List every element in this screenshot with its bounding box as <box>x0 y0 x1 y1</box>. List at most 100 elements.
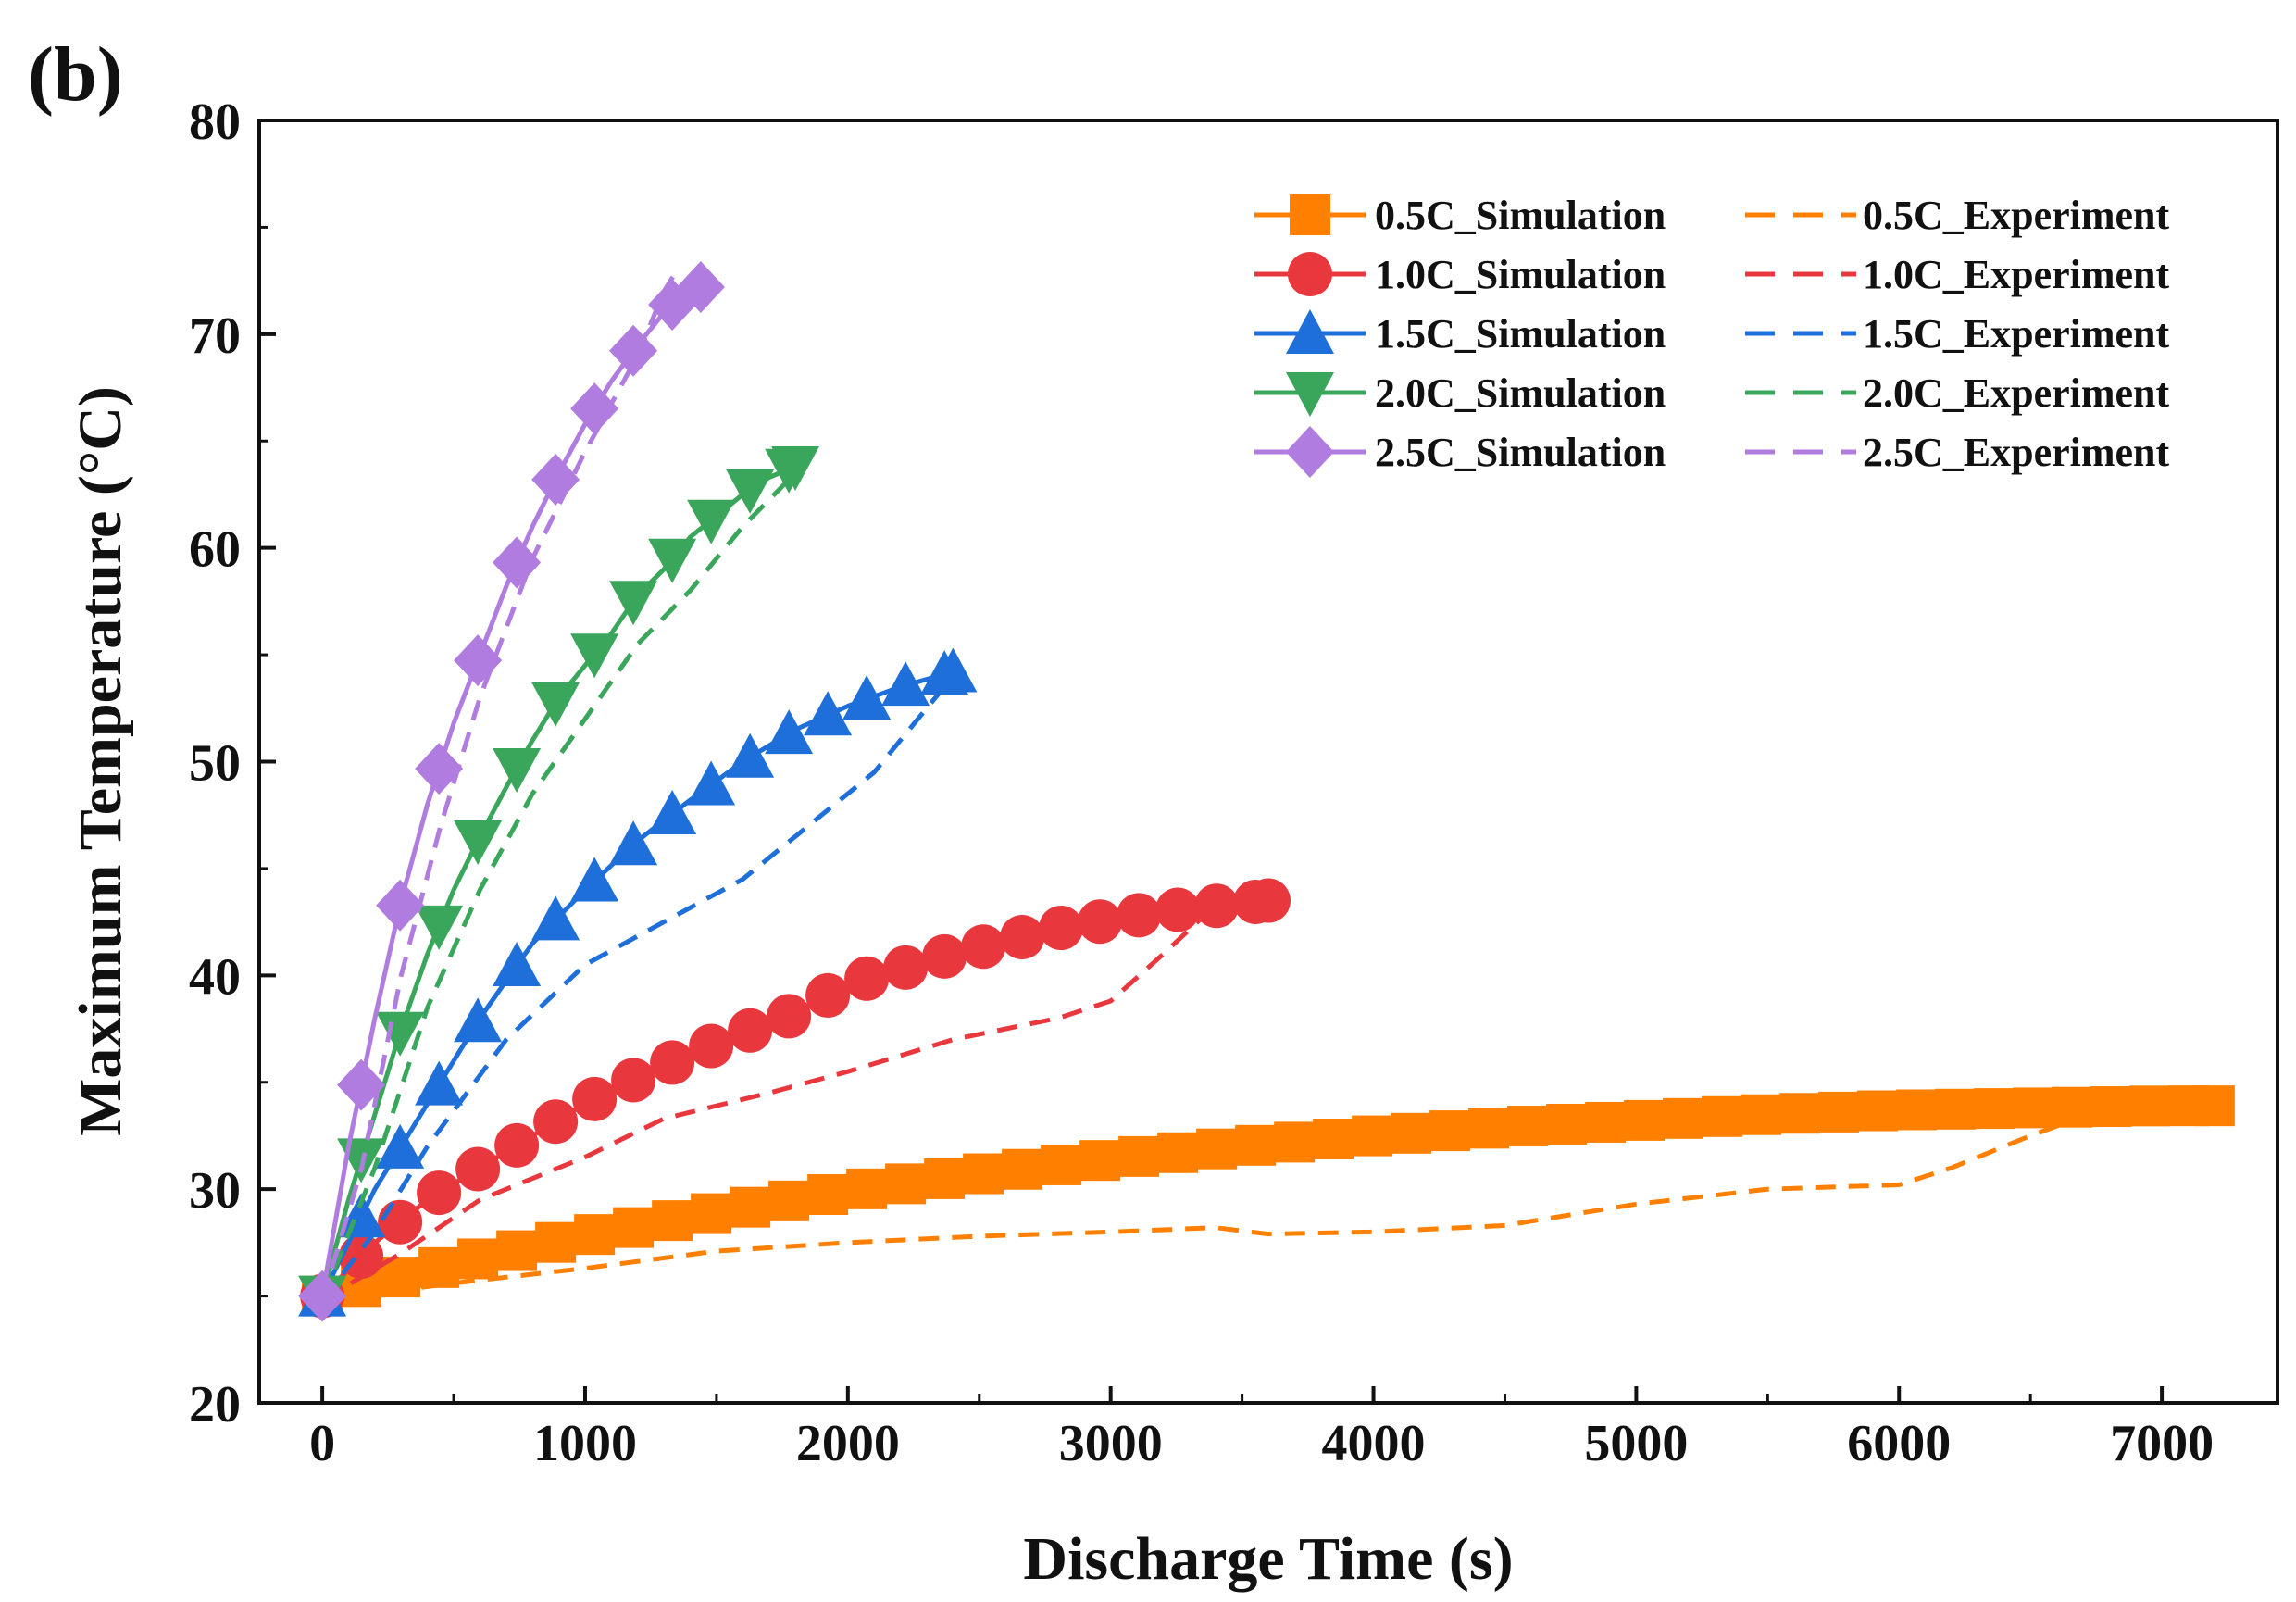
data-point <box>376 879 425 932</box>
data-point <box>493 747 542 793</box>
data-point <box>2052 1086 2093 1128</box>
data-point <box>2129 1085 2171 1127</box>
data-point <box>298 1270 347 1322</box>
series-2.0C-experiment <box>319 471 797 1302</box>
data-point <box>1779 1093 1821 1134</box>
data-point <box>611 1058 656 1103</box>
data-point <box>1246 878 1291 923</box>
data-point <box>417 1170 462 1216</box>
y-tick-label: 60 <box>189 521 241 579</box>
panel-label: (b) <box>28 31 123 118</box>
data-point <box>531 682 580 727</box>
data-point <box>768 1180 810 1221</box>
data-point <box>1507 1106 1549 1147</box>
data-point <box>572 1076 618 1121</box>
series-1.5C-experiment <box>320 674 955 1302</box>
data-point <box>570 633 619 679</box>
data-point <box>454 634 503 687</box>
x-tick-label: 7000 <box>2110 1415 2214 1472</box>
legend-label: 1.0C_Experiment <box>1863 252 2170 297</box>
data-point <box>924 1158 966 1199</box>
data-point <box>771 445 820 491</box>
data-point <box>676 261 725 314</box>
data-point <box>1857 1090 1899 1132</box>
legend-label: 2.0C_Experiment <box>1863 370 2170 416</box>
legend-marker <box>1286 309 1334 354</box>
data-point <box>415 743 464 795</box>
data-point <box>1313 1118 1354 1159</box>
legend-marker <box>1288 252 1332 296</box>
data-point <box>2013 1087 2054 1129</box>
data-point <box>609 581 658 626</box>
data-point <box>418 1246 460 1288</box>
x-tick-label: 5000 <box>1584 1415 1688 1472</box>
data-point <box>1391 1112 1432 1154</box>
data-point <box>885 1163 927 1205</box>
data-point <box>961 924 1006 970</box>
x-tick-label: 0 <box>309 1415 335 1472</box>
data-point <box>881 661 930 707</box>
data-point <box>648 790 697 835</box>
data-point <box>531 453 580 506</box>
data-point <box>1039 906 1084 951</box>
data-point <box>728 1008 773 1053</box>
data-point <box>805 972 851 1018</box>
data-point <box>922 933 967 979</box>
legend-label: 1.5C_Experiment <box>1863 311 2170 357</box>
data-point <box>1118 1135 1160 1177</box>
data-point <box>1155 887 1201 932</box>
data-point <box>689 1023 734 1069</box>
legend-entry: 0.5C_Experiment <box>1745 193 2170 238</box>
data-point <box>1041 1144 1082 1185</box>
data-point <box>804 691 853 736</box>
data-point <box>1000 915 1045 960</box>
x-tick-label: 1000 <box>533 1415 637 1472</box>
data-point <box>1546 1103 1588 1145</box>
data-point <box>765 709 814 755</box>
legend-entry: 2.0C_Simulation <box>1254 370 1666 417</box>
y-tick-label: 20 <box>189 1376 241 1433</box>
y-tick-label: 70 <box>189 307 241 365</box>
y-tick-label: 40 <box>189 948 241 1006</box>
legend-label: 0.5C_Experiment <box>1863 193 2170 238</box>
data-point <box>337 1058 386 1111</box>
data-point <box>842 675 892 720</box>
legend-entry: 1.0C_Simulation <box>1254 252 1666 297</box>
legend-entry: 2.0C_Experiment <box>1745 370 2170 416</box>
legend-entry: 2.5C_Simulation <box>1254 426 1666 478</box>
legend-label: 1.0C_Simulation <box>1375 252 1666 297</box>
data-point <box>652 1200 693 1242</box>
data-point <box>415 905 464 950</box>
series-layer <box>298 261 2235 1322</box>
simulation-line <box>319 464 797 1297</box>
data-point <box>455 1146 501 1192</box>
data-point <box>533 1099 579 1145</box>
legend-entry: 0.5C_Simulation <box>1254 193 1666 238</box>
data-point <box>1002 1148 1043 1190</box>
x-tick-label: 6000 <box>1847 1415 1951 1472</box>
data-point <box>1196 1128 1238 1170</box>
x-tick-label: 2000 <box>796 1415 900 1472</box>
data-point <box>1818 1091 1860 1133</box>
data-point <box>687 499 736 544</box>
data-point <box>1157 1132 1199 1173</box>
x-tick-label: 3000 <box>1059 1415 1163 1472</box>
data-point <box>726 469 775 514</box>
legend-marker <box>1290 194 1330 235</box>
data-point <box>1585 1101 1627 1143</box>
experiment-line <box>319 471 797 1302</box>
data-point <box>2193 1085 2235 1127</box>
series-1.0C-simulation <box>300 878 1291 1319</box>
data-point <box>963 1153 1004 1195</box>
data-point <box>648 538 697 583</box>
data-point <box>337 1193 386 1238</box>
data-point <box>1741 1094 1782 1135</box>
data-point <box>844 956 890 1001</box>
simulation-line <box>319 670 955 1297</box>
x-tick-label: 4000 <box>1322 1415 1426 1472</box>
x-axis: 0 1000 2000 3000 4000 5000 6000 7000 <box>309 1386 2214 1472</box>
data-point <box>1117 893 1162 938</box>
series-2.5C-simulation <box>298 261 725 1322</box>
legend-entry: 1.5C_Simulation <box>1254 309 1666 357</box>
